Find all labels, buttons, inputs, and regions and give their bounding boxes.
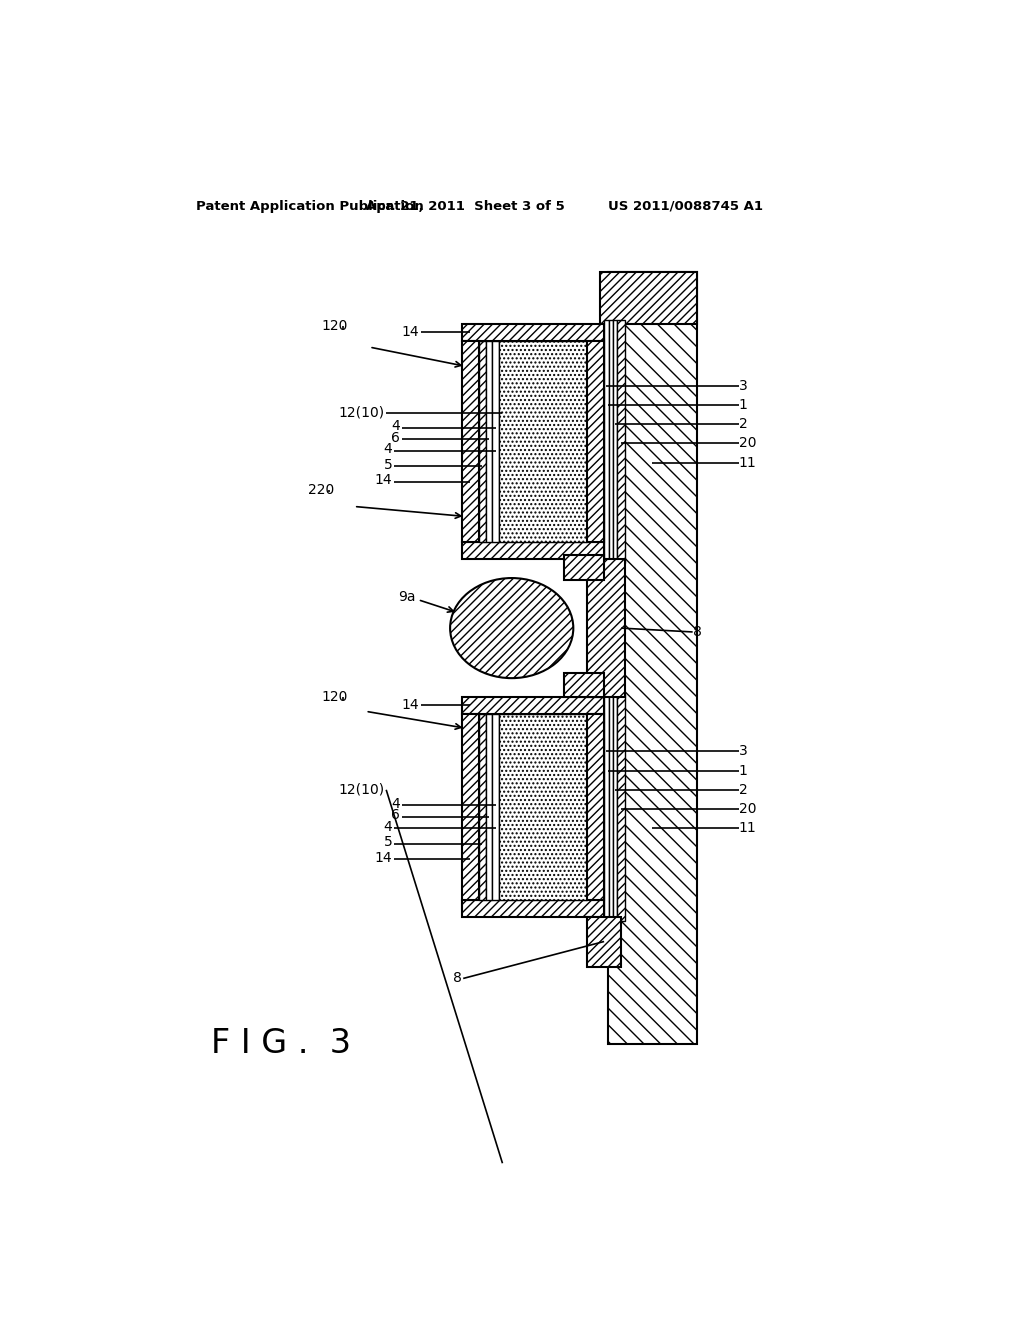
Text: 12(10): 12(10) [339,783,385,797]
Text: 14: 14 [401,325,419,339]
Text: 12(10): 12(10) [339,405,385,420]
Bar [587,714,604,900]
Text: 5: 5 [384,836,392,849]
Bar [608,693,612,921]
Text: Apr. 21, 2011  Sheet 3 of 5: Apr. 21, 2011 Sheet 3 of 5 [367,199,565,213]
Text: 14: 14 [375,850,392,865]
Bar [617,693,625,921]
Text: 220: 220 [307,483,334,496]
Text: 4: 4 [384,820,392,834]
Text: US 2011/0088745 A1: US 2011/0088745 A1 [608,199,763,213]
Text: 120: 120 [322,319,348,333]
Text: 4: 4 [391,797,400,810]
Text: 20: 20 [739,437,757,450]
Text: 8: 8 [692,624,701,639]
Bar [564,673,604,697]
Bar [604,321,608,562]
Bar [587,558,625,697]
Bar [486,714,493,900]
Bar [587,341,604,543]
Text: 9a: 9a [398,590,416,605]
Bar [600,272,696,323]
Text: 11: 11 [739,821,757,836]
Text: 2: 2 [739,417,748,432]
Text: 3: 3 [739,379,748,392]
Bar [564,554,604,579]
Bar [462,341,478,543]
Text: 3: 3 [739,744,748,758]
Text: 2: 2 [739,783,748,797]
Ellipse shape [451,578,573,678]
Bar [462,543,604,558]
Bar [462,323,604,341]
Text: 20: 20 [739,803,757,816]
Text: 120: 120 [322,690,348,705]
Text: 4: 4 [391,420,400,433]
Text: 1: 1 [739,397,748,412]
Bar [499,714,587,900]
Bar [608,321,612,562]
Text: 11: 11 [739,455,757,470]
Text: 6: 6 [391,808,400,822]
Bar [493,341,499,543]
Bar [608,272,696,1044]
Text: Patent Application Publication: Patent Application Publication [196,199,424,213]
Bar [604,693,608,921]
Bar [612,693,617,921]
Text: 5: 5 [384,458,392,471]
Bar [478,341,486,543]
Bar [587,917,621,966]
Bar [499,341,587,543]
Bar [617,321,625,562]
Bar [486,341,493,543]
Text: 14: 14 [401,698,419,711]
Text: F I G .  3: F I G . 3 [211,1027,351,1060]
Text: 6: 6 [391,430,400,445]
Bar [493,714,499,900]
Bar [462,697,604,714]
Bar [462,900,604,917]
Text: 4: 4 [384,442,392,457]
Text: 1: 1 [739,763,748,777]
Bar [478,714,486,900]
Text: 14: 14 [375,474,392,487]
Bar [612,321,617,562]
Text: 8: 8 [453,972,462,986]
Bar [462,714,478,900]
